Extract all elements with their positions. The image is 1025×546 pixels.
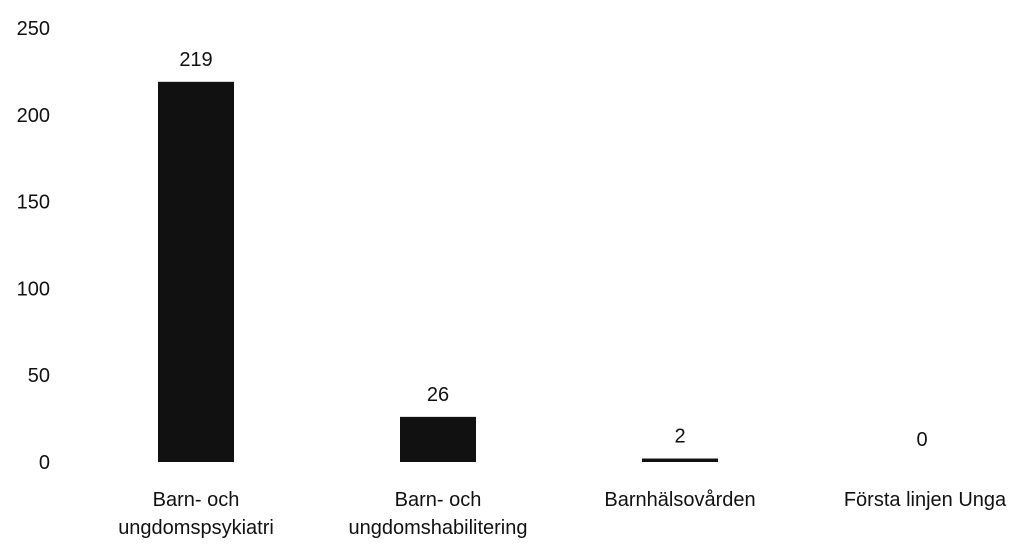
y-tick-label: 150 xyxy=(17,192,50,214)
x-category-label: Barnhälsovården xyxy=(604,489,755,511)
bar xyxy=(642,459,718,462)
data-labels: 219 26 2 0 xyxy=(179,49,927,451)
y-tick-label: 250 xyxy=(17,18,50,40)
x-category-label: Barn- och xyxy=(395,489,482,511)
x-category-label: Första linjen Unga xyxy=(844,489,1007,511)
x-category-label: ungdomspsykiatri xyxy=(118,517,274,539)
y-tick-label: 100 xyxy=(17,278,50,300)
data-label: 2 xyxy=(674,426,685,448)
bar xyxy=(400,417,476,462)
x-category-label: ungdomshabilitering xyxy=(348,517,527,539)
x-axis: Barn- och ungdomspsykiatri Barn- och ungdom… xyxy=(118,489,1007,539)
y-tick-label: 200 xyxy=(17,105,50,127)
x-category-label: Barn- och xyxy=(153,489,240,511)
bar xyxy=(158,82,234,462)
y-axis: 0 50 100 150 200 250 xyxy=(17,18,50,474)
y-tick-label: 50 xyxy=(28,365,50,387)
y-tick-label: 0 xyxy=(39,452,50,474)
data-label: 219 xyxy=(179,49,212,71)
bars xyxy=(158,82,960,462)
data-label: 0 xyxy=(916,429,927,451)
data-label: 26 xyxy=(427,384,449,406)
